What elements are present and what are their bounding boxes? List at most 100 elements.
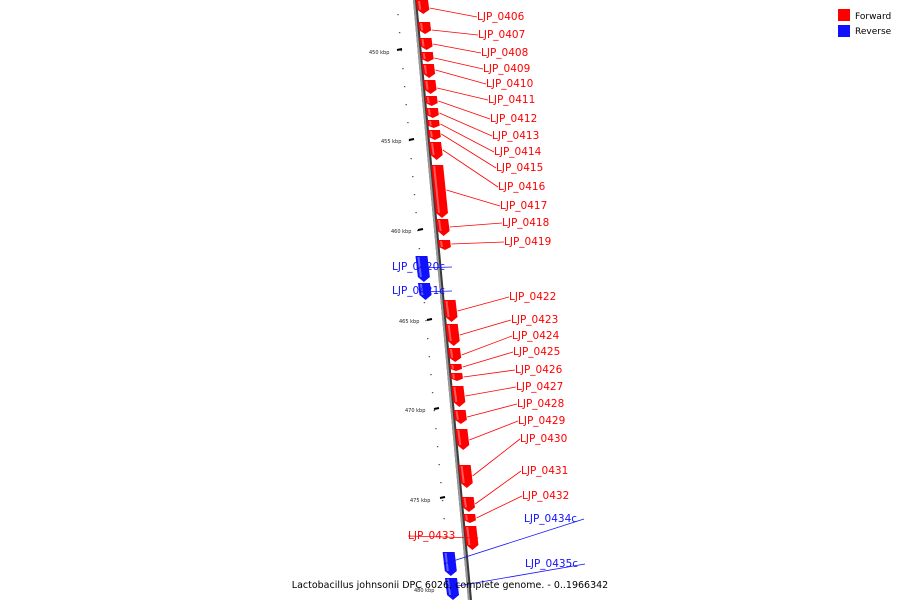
legend-label: Forward: [855, 12, 891, 22]
gene-label[interactable]: LJP_0422: [509, 291, 556, 303]
gene-label[interactable]: LJP_0429: [518, 415, 565, 427]
legend-swatch: [838, 25, 850, 37]
gene-block[interactable]: [463, 514, 476, 523]
gene-label[interactable]: LJP_0421c: [392, 285, 445, 297]
gene-label[interactable]: LJP_0420c: [392, 261, 445, 273]
gene-feature[interactable]: LJP_0432: [463, 490, 569, 523]
gene-label[interactable]: LJP_0432: [522, 490, 569, 502]
gene-block[interactable]: [418, 22, 432, 34]
gene-label[interactable]: LJP_0424: [512, 330, 560, 342]
gene-label[interactable]: LJP_0430: [520, 433, 567, 445]
gene-block-highlight: [444, 553, 449, 571]
gene-label[interactable]: LJP_0410: [486, 78, 533, 90]
gene-block[interactable]: [438, 240, 451, 250]
gene-label[interactable]: LJP_0415: [496, 162, 543, 174]
gene-block[interactable]: [455, 429, 470, 450]
gene-feature[interactable]: LJP_0415: [427, 130, 543, 174]
gene-label[interactable]: LJP_0413: [492, 130, 539, 142]
gene-block[interactable]: [449, 364, 463, 371]
gene-feature[interactable]: LJP_0433: [407, 526, 479, 550]
gene-feature[interactable]: LJP_0414: [427, 120, 542, 158]
gene-label[interactable]: LJP_0433: [408, 530, 455, 542]
gene-block[interactable]: [427, 120, 440, 128]
gene-feature[interactable]: LJP_0422: [443, 291, 557, 322]
gene-feature[interactable]: LJP_0434c: [442, 513, 585, 576]
legend-item-forward[interactable]: Forward: [838, 9, 891, 22]
legend-item-reverse[interactable]: Reverse: [838, 25, 892, 37]
minor-tick: [435, 428, 437, 430]
gene-feature[interactable]: LJP_0413: [425, 108, 539, 142]
gene-label[interactable]: LJP_0407: [478, 29, 525, 41]
gene-label[interactable]: LJP_0431: [521, 465, 568, 477]
gene-feature[interactable]: LJP_0429: [455, 415, 565, 450]
gene-feature[interactable]: LJP_0410: [421, 64, 533, 90]
gene-block[interactable]: [416, 0, 430, 14]
gene-block[interactable]: [461, 497, 475, 512]
gene-block[interactable]: [420, 52, 434, 62]
gene-block[interactable]: [424, 96, 438, 106]
gene-feature[interactable]: LJP_0421c: [392, 283, 453, 300]
gene-label[interactable]: LJP_0414: [494, 146, 542, 158]
gene-block[interactable]: [445, 578, 460, 600]
gene-block[interactable]: [431, 165, 448, 218]
gene-label[interactable]: LJP_0423: [511, 314, 558, 326]
gene-feature[interactable]: LJP_0428: [453, 398, 565, 424]
minor-tick: [436, 446, 439, 448]
gene-block[interactable]: [425, 108, 439, 118]
legend: Forward Reverse: [838, 9, 892, 37]
gene-feature[interactable]: LJP_0409: [420, 52, 530, 75]
gene-feature[interactable]: LJP_0418: [436, 217, 549, 236]
gene-block[interactable]: [415, 256, 430, 282]
gene-feature[interactable]: LJP_0412: [424, 96, 537, 125]
gene-block[interactable]: [443, 300, 458, 322]
minor-tick: [405, 104, 407, 106]
gene-label[interactable]: LJP_0406: [477, 11, 525, 23]
gene-label[interactable]: LJP_0418: [502, 217, 549, 229]
gene-block[interactable]: [458, 465, 473, 488]
gene-block[interactable]: [450, 373, 463, 381]
gene-block[interactable]: [421, 64, 436, 78]
gene-block[interactable]: [427, 130, 441, 140]
minor-tick: [403, 86, 406, 88]
gene-feature[interactable]: LJP_0431: [461, 465, 569, 512]
gene-label[interactable]: LJP_0419: [504, 236, 551, 248]
gene-feature[interactable]: LJP_0430: [458, 433, 568, 488]
gene-label[interactable]: LJP_0408: [481, 47, 528, 59]
gene-feature[interactable]: LJP_0407: [418, 22, 525, 41]
gene-label[interactable]: LJP_0435c: [525, 558, 578, 570]
gene-label[interactable]: LJP_0425: [513, 346, 560, 358]
gene-feature[interactable]: LJP_0426: [450, 364, 563, 381]
gene-feature[interactable]: LJP_0420c: [392, 256, 453, 282]
gene-feature[interactable]: LJP_0406: [416, 0, 525, 23]
gene-block[interactable]: [442, 552, 457, 576]
gene-feature[interactable]: LJP_0411: [423, 80, 535, 106]
gene-block[interactable]: [453, 410, 467, 424]
gene-block[interactable]: [445, 324, 460, 346]
gene-block[interactable]: [429, 142, 443, 160]
gene-feature[interactable]: LJP_0427: [451, 381, 563, 407]
gene-feature[interactable]: LJP_0435c: [445, 558, 586, 600]
gene-feature[interactable]: LJP_0419: [438, 236, 551, 250]
gene-feature[interactable]: LJP_0425: [449, 346, 560, 371]
gene-feature[interactable]: LJP_0417: [431, 165, 547, 218]
gene-leader-line: [472, 438, 521, 477]
gene-block[interactable]: [447, 348, 462, 362]
gene-block[interactable]: [451, 386, 466, 407]
gene-feature[interactable]: LJP_0424: [447, 330, 560, 362]
gene-label[interactable]: LJP_0417: [500, 200, 547, 212]
gene-label[interactable]: LJP_0411: [488, 94, 535, 106]
gene-feature[interactable]: LJP_0408: [419, 38, 528, 59]
gene-label[interactable]: LJP_0426: [515, 364, 563, 376]
gene-label[interactable]: LJP_0427: [516, 381, 563, 393]
gene-block[interactable]: [436, 219, 450, 236]
gene-block[interactable]: [419, 38, 433, 50]
gene-label[interactable]: LJP_0412: [490, 113, 537, 125]
gene-block[interactable]: [423, 80, 437, 94]
gene-feature[interactable]: LJP_0416: [429, 142, 546, 193]
gene-label[interactable]: LJP_0416: [498, 181, 546, 193]
gene-label[interactable]: LJP_0409: [483, 63, 530, 75]
gene-label[interactable]: LJP_0428: [517, 398, 564, 410]
gene-label[interactable]: LJP_0434c: [524, 513, 577, 525]
gene-feature[interactable]: LJP_0423: [445, 314, 559, 346]
